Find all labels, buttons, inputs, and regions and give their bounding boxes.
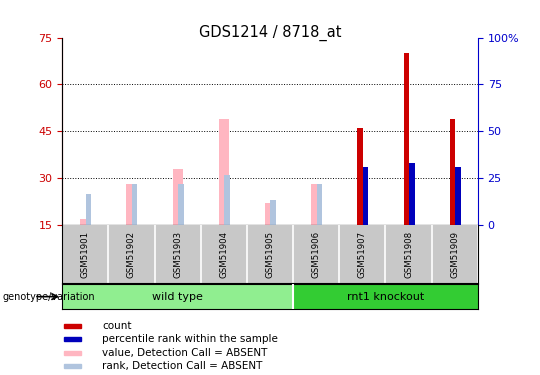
Bar [224, 175, 230, 225]
Bar [86, 194, 91, 225]
Bar [265, 203, 275, 225]
Bar [363, 167, 368, 225]
Text: GSM51904: GSM51904 [219, 231, 228, 278]
Bar [126, 184, 137, 225]
Text: GSM51907: GSM51907 [358, 231, 367, 278]
Text: GSM51908: GSM51908 [404, 231, 413, 278]
Bar [311, 184, 321, 225]
Bar [450, 119, 455, 225]
Bar [219, 119, 229, 225]
Text: GSM51901: GSM51901 [80, 231, 90, 278]
Text: GSM51906: GSM51906 [312, 231, 321, 278]
Text: genotype/variation: genotype/variation [3, 292, 96, 302]
Text: wild type: wild type [152, 292, 203, 302]
Text: rnt1 knockout: rnt1 knockout [347, 292, 424, 302]
Bar [409, 163, 415, 225]
Text: count: count [103, 321, 132, 331]
Text: GDS1214 / 8718_at: GDS1214 / 8718_at [199, 24, 341, 40]
Bar [172, 169, 183, 225]
Text: value, Detection Call = ABSENT: value, Detection Call = ABSENT [103, 348, 268, 358]
Bar [132, 184, 137, 225]
Text: GSM51902: GSM51902 [127, 231, 136, 278]
Bar [316, 184, 322, 225]
Bar [455, 167, 461, 225]
Bar [64, 364, 80, 368]
Text: GSM51909: GSM51909 [450, 231, 460, 278]
Bar [64, 324, 80, 328]
Text: percentile rank within the sample: percentile rank within the sample [103, 334, 278, 344]
Bar [403, 53, 409, 225]
Bar [64, 351, 80, 355]
Bar [178, 184, 184, 225]
Bar [271, 200, 276, 225]
Text: rank, Detection Call = ABSENT: rank, Detection Call = ABSENT [103, 361, 263, 371]
Text: GSM51905: GSM51905 [266, 231, 274, 278]
Bar [80, 219, 90, 225]
Bar [64, 337, 80, 341]
Bar [357, 128, 363, 225]
Text: GSM51903: GSM51903 [173, 231, 182, 278]
